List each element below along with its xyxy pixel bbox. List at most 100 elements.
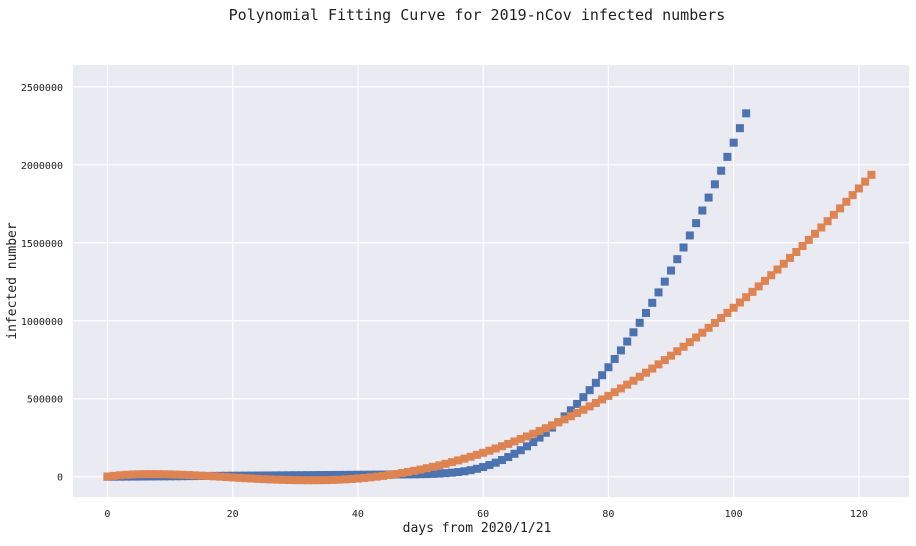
data-point — [491, 444, 500, 453]
data-point — [804, 235, 813, 244]
data-point — [591, 378, 600, 387]
data-point — [172, 470, 181, 479]
data-point — [103, 472, 112, 481]
data-point — [491, 458, 500, 467]
data-point — [616, 346, 625, 355]
data-point — [141, 470, 150, 479]
data-point — [128, 470, 137, 479]
data-point — [303, 471, 312, 480]
data-point — [216, 472, 225, 481]
data-point — [460, 467, 469, 476]
data-point — [754, 282, 763, 291]
data-point — [510, 437, 519, 446]
data-point — [347, 470, 356, 479]
data-point — [191, 471, 200, 480]
data-point — [429, 469, 438, 478]
x-tick-label: 20 — [227, 509, 239, 520]
data-point — [335, 470, 344, 479]
data-point — [779, 259, 788, 268]
x-tick-label: 40 — [352, 509, 364, 520]
data-point — [485, 461, 494, 470]
x-tick-label: 80 — [602, 509, 614, 520]
data-point — [122, 470, 131, 479]
data-point — [541, 424, 550, 433]
data-point — [134, 470, 143, 479]
data-point — [685, 231, 694, 240]
data-point — [316, 471, 325, 480]
data-point — [641, 368, 650, 377]
data-point — [504, 439, 513, 448]
data-point — [322, 476, 331, 485]
data-point — [460, 454, 469, 463]
data-point — [278, 475, 287, 484]
data-point — [447, 468, 456, 477]
data-point — [285, 476, 294, 485]
data-point — [667, 351, 676, 360]
data-point — [416, 465, 425, 474]
data-point — [673, 347, 682, 356]
data-point — [335, 475, 344, 484]
data-point — [848, 191, 857, 200]
data-point — [523, 442, 532, 451]
data-point — [341, 470, 350, 479]
data-point — [598, 395, 607, 404]
data-point — [197, 471, 206, 480]
data-point — [604, 363, 613, 372]
data-point — [341, 475, 350, 484]
data-point — [723, 308, 732, 317]
data-point — [472, 450, 481, 459]
data-point — [266, 475, 275, 484]
data-point — [454, 468, 463, 477]
data-point — [510, 449, 519, 458]
data-point — [115, 471, 124, 480]
data-point — [516, 434, 525, 443]
data-point — [147, 470, 156, 479]
y-axis-label: infected number — [5, 222, 20, 340]
data-point — [861, 177, 870, 186]
data-point — [404, 467, 413, 476]
data-point — [310, 476, 319, 485]
data-point — [541, 428, 550, 437]
data-point — [654, 288, 663, 297]
data-point — [291, 476, 300, 485]
data-point — [497, 442, 506, 451]
x-tick-label: 100 — [725, 509, 743, 520]
data-point — [623, 337, 632, 346]
data-point — [166, 470, 175, 479]
data-point — [241, 474, 250, 483]
chart-title: Polynomial Fitting Curve for 2019-nCov i… — [229, 6, 726, 24]
data-point — [372, 472, 381, 481]
data-point — [297, 476, 306, 485]
data-point — [328, 470, 337, 479]
data-point — [422, 464, 431, 473]
data-point — [579, 405, 588, 414]
data-point — [616, 384, 625, 393]
y-tick-label: 1500000 — [21, 239, 63, 250]
data-point — [829, 210, 838, 219]
data-point — [704, 323, 713, 332]
data-point — [748, 287, 757, 296]
y-tick-label: 0 — [57, 473, 63, 484]
data-point — [573, 399, 582, 408]
data-point — [585, 386, 594, 395]
data-point — [159, 470, 168, 479]
x-axis-label: days from 2020/1/21 — [403, 521, 552, 536]
data-point — [447, 458, 456, 467]
data-point — [466, 466, 475, 475]
data-point — [435, 469, 444, 478]
data-point — [272, 471, 281, 480]
data-point — [823, 217, 832, 226]
data-point — [234, 473, 243, 482]
data-point — [667, 266, 676, 275]
data-point — [629, 328, 638, 337]
data-point — [285, 471, 294, 480]
data-point — [523, 432, 532, 441]
tick-labels: 0 20 40 60 80 100 120 0 500000 1000000 1500000 2000… — [21, 83, 868, 520]
data-point — [692, 219, 701, 228]
data-point — [641, 308, 650, 317]
plot-area — [73, 65, 909, 497]
data-point — [760, 276, 769, 285]
data-point — [278, 471, 287, 480]
data-point — [322, 471, 331, 480]
data-point — [654, 360, 663, 369]
